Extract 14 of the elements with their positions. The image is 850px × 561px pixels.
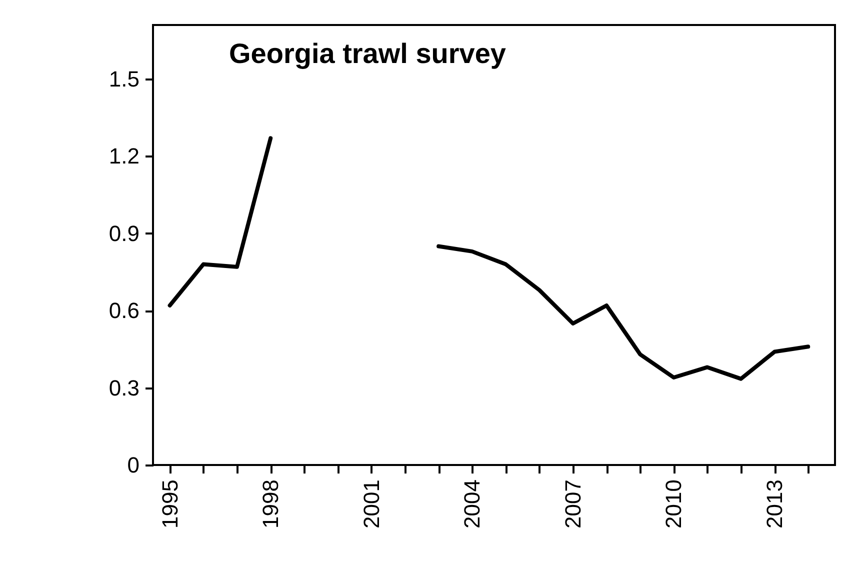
y-tick-label: 0.9 — [108, 220, 140, 246]
text: Georgia trawl survey — [229, 38, 506, 69]
y-tick-label: 0.3 — [108, 375, 140, 400]
x-tick-label: 2001 — [358, 480, 384, 528]
x-tick-label: 1998 — [258, 480, 284, 528]
x-tick-label: 2004 — [460, 480, 485, 528]
x-tick-label: 2013 — [762, 480, 788, 528]
x-tick-label: 1995 — [157, 480, 182, 528]
y-tick-label: 0.6 — [108, 298, 140, 324]
x-tick-label: 2007 — [560, 480, 586, 528]
x-tick-label: 2010 — [661, 480, 686, 528]
y-tick-label: 1.5 — [108, 66, 140, 92]
y-tick-label: 0 — [127, 452, 140, 478]
y-tick-label: 1.2 — [108, 144, 140, 169]
